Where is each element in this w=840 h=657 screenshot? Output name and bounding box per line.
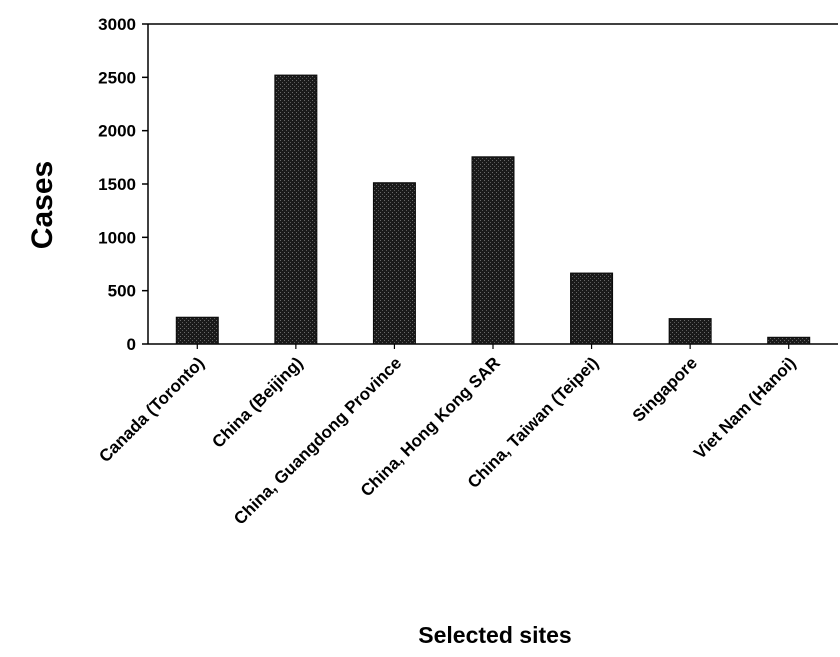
x-axis-label: Selected sites <box>418 622 571 648</box>
bar <box>372 182 416 345</box>
x-tick-label: Canada (Toronto) <box>95 353 208 466</box>
x-tick-label: China (Beijing) <box>208 353 306 451</box>
x-tick-label: China, Guangdong Province <box>230 353 405 528</box>
bar <box>668 318 712 345</box>
x-tick-label: Singapore <box>629 353 701 425</box>
plot-area: 0 500 1000 1500 2000 2500 3000 Canada (Toronto)… <box>95 15 838 528</box>
bar <box>175 316 219 345</box>
bar <box>471 156 515 345</box>
bar <box>274 74 318 345</box>
x-tick-label: Viet Nam (Hanoi) <box>690 353 799 462</box>
y-tick-label: 500 <box>108 282 136 301</box>
bar <box>570 272 614 345</box>
y-tick-label: 2000 <box>98 122 136 141</box>
bar <box>767 336 811 345</box>
y-tick-label: 0 <box>127 335 136 354</box>
y-axis-label: Cases <box>26 161 59 249</box>
y-tick-label: 3000 <box>98 15 136 34</box>
y-tick-label: 1000 <box>98 228 136 247</box>
y-tick-label: 1500 <box>98 175 136 194</box>
y-tick-label: 2500 <box>98 68 136 87</box>
